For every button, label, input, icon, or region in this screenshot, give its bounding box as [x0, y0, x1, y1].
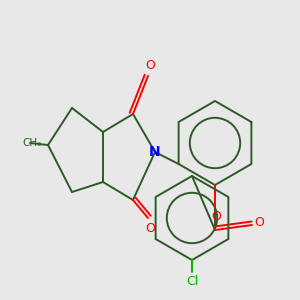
- Text: Cl: Cl: [186, 275, 198, 288]
- Text: O: O: [211, 210, 221, 223]
- Text: O: O: [254, 217, 264, 230]
- Text: CH₃: CH₃: [22, 138, 41, 148]
- Text: O: O: [145, 222, 155, 235]
- Text: O: O: [145, 59, 155, 72]
- Text: N: N: [149, 145, 161, 159]
